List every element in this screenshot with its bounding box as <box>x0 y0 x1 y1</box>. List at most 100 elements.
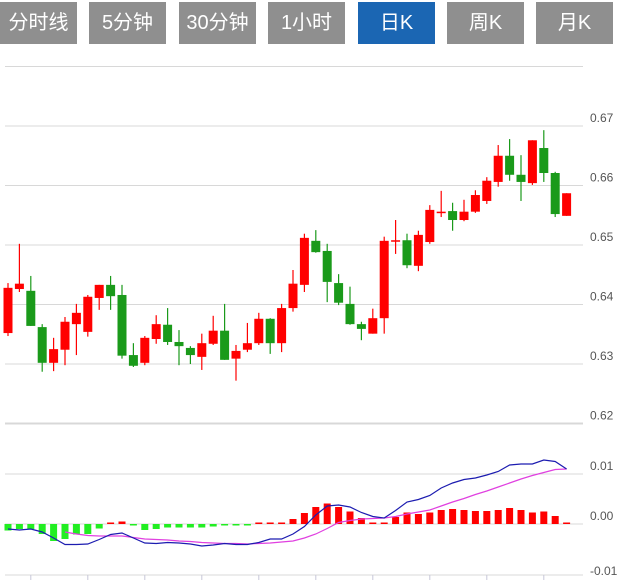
price-tick-label: 0.65 <box>590 230 614 244</box>
candle-body <box>459 211 469 221</box>
candle-body <box>265 318 275 344</box>
candle-body <box>83 296 93 332</box>
candle-up <box>436 190 446 218</box>
dea-line <box>64 468 567 545</box>
candle-body <box>345 303 355 325</box>
candle-body <box>288 283 298 309</box>
candle-up <box>299 233 309 293</box>
histogram-bar-positive <box>403 512 411 524</box>
candle-body <box>516 174 526 182</box>
histogram-bar-negative <box>27 524 35 529</box>
histogram-bar-negative <box>209 524 217 527</box>
price-tick-label: 0.66 <box>590 171 614 185</box>
histogram-bar-positive <box>255 522 263 524</box>
histogram-bar-negative <box>175 524 183 528</box>
candle-body <box>482 180 492 201</box>
histogram-bar-negative <box>15 524 23 529</box>
candle-up <box>368 308 378 334</box>
candle-down <box>334 274 344 306</box>
candle-down <box>322 243 332 303</box>
candle-body <box>277 308 287 344</box>
tab-30-minute[interactable]: 30分钟 <box>179 2 256 44</box>
candle-body <box>322 250 332 282</box>
candle-up <box>231 344 241 381</box>
candle-body <box>14 283 24 290</box>
candle-up <box>391 220 401 254</box>
candle-up <box>562 193 572 216</box>
histogram-bar-positive <box>414 514 422 524</box>
macd-tick-label: -0.01 <box>590 564 618 578</box>
candle-body <box>505 155 515 175</box>
tab-1-hour[interactable]: 1小时 <box>268 2 345 44</box>
price-tick-label: 0.67 <box>590 111 614 125</box>
macd-grid <box>5 473 583 576</box>
candle-body <box>550 173 560 215</box>
candle-down <box>220 303 230 360</box>
histogram-bar-positive <box>392 517 400 524</box>
histogram-bar-negative <box>221 524 229 526</box>
histogram-bar-negative <box>84 524 92 534</box>
candle-body <box>26 290 36 326</box>
candle-up <box>151 315 161 344</box>
histogram-bar-negative <box>164 524 172 528</box>
candle-body <box>220 330 230 360</box>
tab-monthly-k[interactable]: 月K <box>536 2 613 44</box>
histogram-bar-positive <box>494 510 502 524</box>
tab-5-minute[interactable]: 5分钟 <box>89 2 166 44</box>
candle-body <box>356 324 366 329</box>
candle-body <box>425 209 435 243</box>
histogram-bar-positive <box>118 521 126 524</box>
candle-body <box>299 237 309 285</box>
candle-body <box>311 240 321 253</box>
candle-body <box>527 140 537 184</box>
histogram-bar-positive <box>266 522 274 524</box>
candle-down <box>106 275 116 310</box>
histogram-bar-negative <box>38 524 46 534</box>
macd-axis: 0.01 0.00 -0.01 <box>590 459 618 578</box>
histogram-bar-positive <box>460 510 468 524</box>
candle-up <box>277 303 287 353</box>
candle-body <box>60 321 70 350</box>
candle-up <box>3 283 13 337</box>
candle-up <box>527 140 537 185</box>
candle-down <box>117 284 127 359</box>
candle-body <box>106 284 116 297</box>
tab-minute-line[interactable]: 分时线 <box>0 2 77 44</box>
candle-down <box>539 130 549 182</box>
dif-line <box>7 459 567 547</box>
histogram-bar-positive <box>449 509 457 524</box>
macd-histogram <box>4 503 571 541</box>
candle-body <box>391 240 401 242</box>
candle-body <box>3 287 13 334</box>
candle-up <box>379 236 389 334</box>
candle-down <box>265 318 275 354</box>
candle-body <box>151 324 161 340</box>
candle-body <box>128 355 138 366</box>
candle-body <box>140 337 150 363</box>
candle-body <box>402 240 412 266</box>
histogram-bar-positive <box>357 518 365 524</box>
candle-up <box>413 230 423 272</box>
candle-up <box>242 322 252 353</box>
histogram-bar-positive <box>563 522 571 524</box>
tab-daily-k[interactable]: 日K <box>358 2 435 44</box>
histogram-bar-negative <box>95 524 103 529</box>
candle-body <box>436 211 446 214</box>
candle-body <box>413 234 423 266</box>
histogram-bar-negative <box>186 524 194 528</box>
price-grid <box>5 66 583 425</box>
candle-up <box>14 243 24 293</box>
histogram-bar-positive <box>506 508 514 524</box>
tab-weekly-k[interactable]: 周K <box>447 2 524 44</box>
candle-down <box>128 343 138 367</box>
candle-body <box>470 195 480 212</box>
histogram-bar-positive <box>517 510 525 524</box>
candle-body <box>254 318 264 344</box>
candle-down <box>26 275 36 326</box>
candle-body <box>185 347 195 356</box>
candle-up <box>459 199 469 222</box>
candle-up <box>71 303 81 356</box>
candle-down <box>402 233 412 269</box>
period-tabs: 分时线 5分钟 30分钟 1小时 日K 周K 月K <box>0 2 633 44</box>
